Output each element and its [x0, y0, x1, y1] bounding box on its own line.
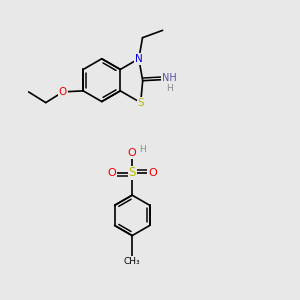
Text: S: S — [128, 167, 136, 179]
Text: NH: NH — [162, 73, 176, 83]
Text: CH₃: CH₃ — [124, 257, 140, 266]
Text: O: O — [108, 168, 116, 178]
Text: H: H — [139, 145, 145, 154]
Text: H: H — [166, 84, 173, 93]
Text: O: O — [148, 168, 157, 178]
Text: N: N — [135, 54, 143, 64]
Text: O: O — [59, 87, 67, 97]
Text: O: O — [128, 148, 136, 158]
Text: S: S — [137, 98, 144, 108]
